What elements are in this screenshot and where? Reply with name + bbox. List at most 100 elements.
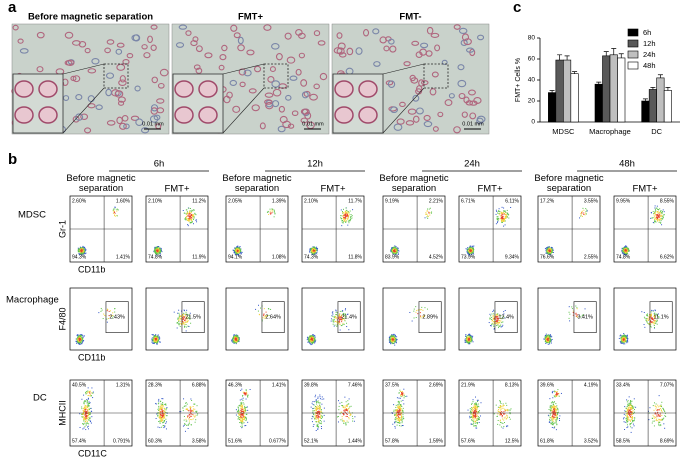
event-dot bbox=[233, 342, 235, 344]
event-dot bbox=[393, 247, 395, 249]
event-dot bbox=[653, 327, 655, 329]
event-dot bbox=[394, 334, 396, 336]
event-dot bbox=[657, 220, 659, 222]
cell bbox=[434, 44, 441, 52]
event-dot bbox=[662, 209, 664, 211]
cell bbox=[423, 120, 433, 128]
event-dot bbox=[100, 310, 102, 312]
event-dot bbox=[661, 213, 663, 215]
event-dot bbox=[498, 211, 500, 213]
event-dot bbox=[114, 308, 116, 310]
event-dot bbox=[428, 211, 430, 213]
event-dot bbox=[315, 252, 317, 254]
event-dot bbox=[551, 250, 553, 252]
quadrant-percent: 0.791% bbox=[113, 438, 131, 444]
event-dot bbox=[339, 329, 341, 331]
image-title: Before magnetic separation bbox=[28, 12, 153, 23]
event-dot bbox=[159, 418, 161, 420]
event-dot bbox=[471, 249, 473, 251]
event-dot bbox=[471, 251, 473, 253]
event-dot bbox=[188, 218, 190, 220]
event-dot bbox=[391, 340, 393, 342]
quadrant-percent: 11.9% bbox=[192, 254, 206, 260]
event-dot bbox=[88, 409, 90, 411]
event-dot bbox=[157, 413, 159, 415]
dot-cloud bbox=[75, 307, 116, 345]
event-dot bbox=[314, 341, 316, 343]
event-dot bbox=[151, 337, 153, 339]
event-dot bbox=[160, 247, 162, 249]
event-dot bbox=[624, 339, 626, 341]
event-dot bbox=[182, 321, 184, 323]
event-dot bbox=[188, 217, 190, 219]
event-dot bbox=[505, 214, 507, 216]
event-dot bbox=[421, 306, 423, 308]
event-dot bbox=[178, 320, 180, 322]
event-dot bbox=[158, 251, 160, 253]
event-dot bbox=[231, 339, 233, 341]
event-dot bbox=[187, 220, 189, 222]
cell bbox=[233, 32, 241, 39]
gate-percent: 2.89% bbox=[422, 315, 438, 321]
event-dot bbox=[344, 220, 346, 222]
event-dot bbox=[502, 216, 504, 218]
event-dot bbox=[191, 221, 193, 223]
event-dot bbox=[647, 319, 649, 321]
event-dot bbox=[336, 324, 338, 326]
event-dot bbox=[546, 339, 548, 341]
event-dot bbox=[116, 209, 118, 211]
event-dot bbox=[308, 338, 310, 340]
event-dot bbox=[343, 212, 345, 214]
event-dot bbox=[89, 402, 91, 404]
event-dot bbox=[84, 410, 86, 412]
event-dot bbox=[257, 310, 259, 312]
event-dot bbox=[496, 317, 498, 319]
event-dot bbox=[157, 247, 159, 249]
quadrant-percent: 2.55% bbox=[584, 254, 599, 260]
event-dot bbox=[180, 315, 182, 317]
event-dot bbox=[83, 413, 85, 415]
event-dot bbox=[660, 210, 662, 212]
event-dot bbox=[82, 246, 84, 248]
event-dot bbox=[549, 249, 551, 251]
event-dot bbox=[240, 251, 242, 253]
event-dot bbox=[340, 317, 342, 319]
event-dot bbox=[496, 317, 498, 319]
event-dot bbox=[89, 413, 91, 415]
event-dot bbox=[81, 416, 83, 418]
event-dot bbox=[331, 312, 333, 314]
cell bbox=[284, 32, 292, 40]
event-dot bbox=[184, 318, 186, 320]
event-dot bbox=[502, 218, 504, 220]
event-dot bbox=[469, 336, 471, 338]
y-tick-label: 40 bbox=[528, 77, 536, 84]
event-dot bbox=[86, 422, 88, 424]
event-dot bbox=[546, 250, 548, 252]
event-dot bbox=[499, 218, 501, 220]
event-dot bbox=[316, 246, 318, 248]
event-dot bbox=[83, 249, 85, 251]
event-dot bbox=[464, 341, 466, 343]
event-dot bbox=[186, 215, 188, 217]
event-dot bbox=[549, 339, 551, 341]
bar bbox=[609, 54, 618, 123]
event-dot bbox=[271, 212, 273, 214]
event-dot bbox=[89, 403, 91, 405]
cell bbox=[71, 40, 81, 46]
event-dot bbox=[502, 321, 504, 323]
event-dot bbox=[352, 209, 354, 211]
cell bbox=[282, 120, 292, 129]
event-dot bbox=[335, 316, 337, 318]
event-dot bbox=[187, 219, 189, 221]
event-dot bbox=[623, 250, 625, 252]
event-dot bbox=[153, 336, 155, 338]
event-dot bbox=[409, 311, 411, 313]
event-dot bbox=[193, 214, 195, 216]
event-dot bbox=[184, 321, 186, 323]
event-dot bbox=[419, 309, 421, 311]
event-dot bbox=[426, 213, 428, 215]
event-dot bbox=[88, 405, 90, 407]
event-dot bbox=[185, 321, 187, 323]
event-dot bbox=[501, 326, 503, 328]
event-dot bbox=[550, 254, 552, 256]
